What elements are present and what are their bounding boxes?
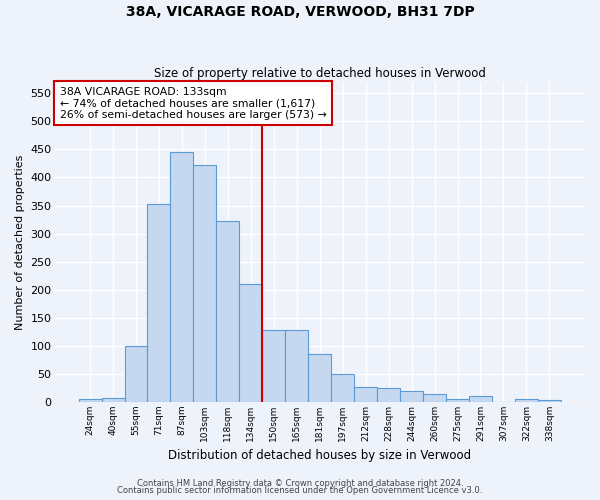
Text: Contains public sector information licensed under the Open Government Licence v3: Contains public sector information licen… (118, 486, 482, 495)
Bar (217, 222, 239, 402)
Bar (170, 152, 193, 402)
Bar (148, 204, 170, 402)
Bar (331, 374, 354, 402)
Bar (354, 387, 377, 402)
Bar (423, 394, 446, 402)
Bar (125, 346, 148, 402)
Title: Size of property relative to detached houses in Verwood: Size of property relative to detached ho… (154, 66, 485, 80)
Bar (79, 399, 101, 402)
Bar (193, 165, 217, 402)
Bar (538, 400, 561, 402)
Bar (262, 330, 285, 402)
Text: 38A, VICARAGE ROAD, VERWOOD, BH31 7DP: 38A, VICARAGE ROAD, VERWOOD, BH31 7DP (125, 5, 475, 19)
Bar (400, 391, 423, 402)
Text: 38A VICARAGE ROAD: 133sqm
← 74% of detached houses are smaller (1,617)
26% of se: 38A VICARAGE ROAD: 133sqm ← 74% of detac… (60, 87, 326, 120)
Text: Contains HM Land Registry data © Crown copyright and database right 2024.: Contains HM Land Registry data © Crown c… (137, 478, 463, 488)
Bar (469, 396, 492, 402)
Bar (101, 398, 125, 402)
Bar (285, 330, 308, 402)
Bar (515, 398, 538, 402)
Bar (308, 354, 331, 402)
Y-axis label: Number of detached properties: Number of detached properties (15, 154, 25, 330)
Bar (239, 284, 262, 402)
Bar (446, 399, 469, 402)
X-axis label: Distribution of detached houses by size in Verwood: Distribution of detached houses by size … (168, 450, 471, 462)
Bar (377, 388, 400, 402)
